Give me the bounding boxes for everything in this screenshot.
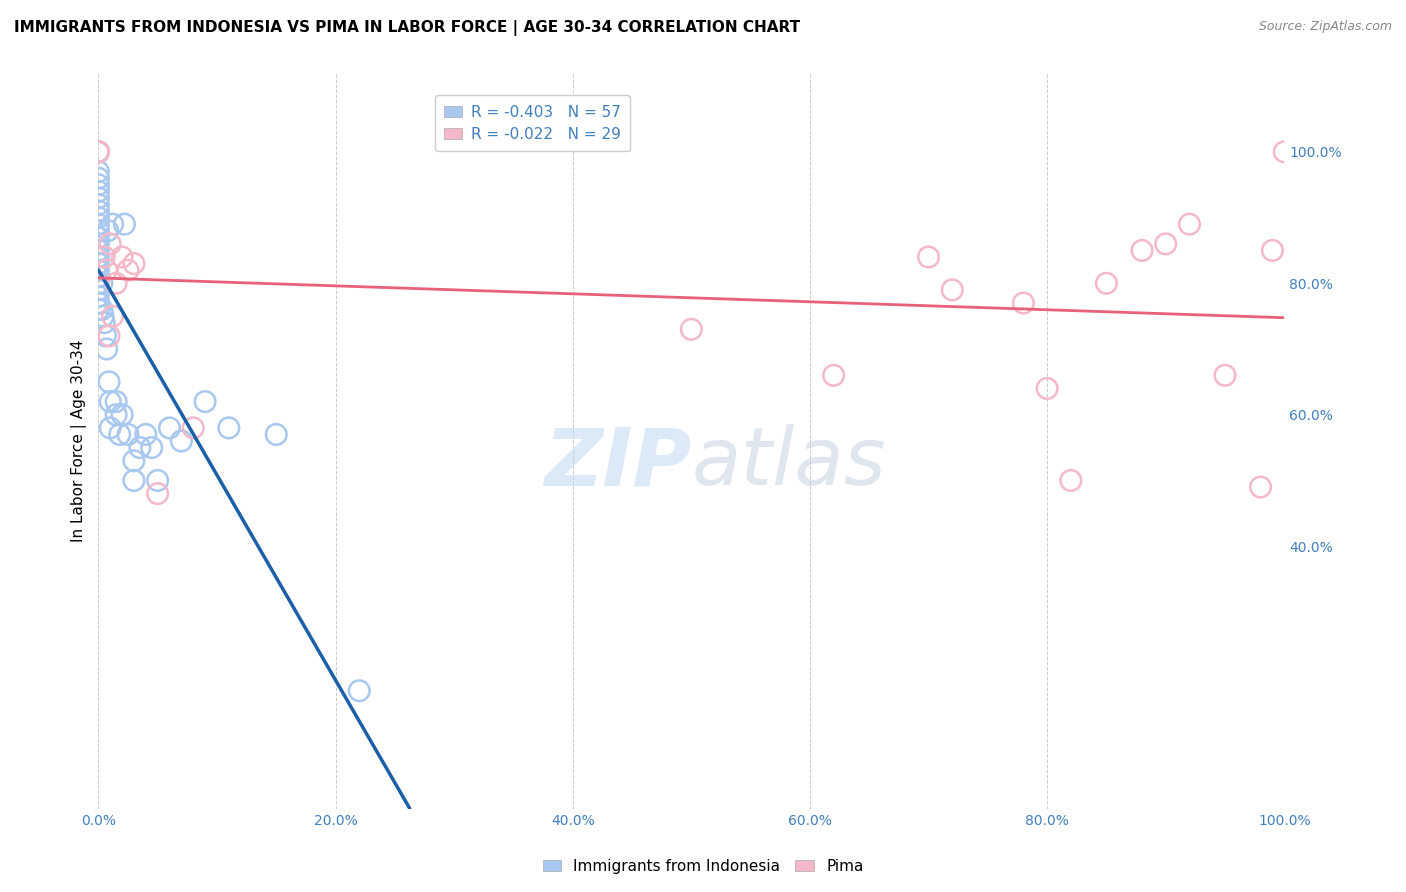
Legend: R = -0.403   N = 57, R = -0.022   N = 29: R = -0.403 N = 57, R = -0.022 N = 29 (434, 95, 630, 152)
Point (87, 145, 110, 159)
Point (87, 283, 110, 297)
Point (87, 145, 110, 159)
Point (823, 368, 845, 383)
Point (917, 250, 939, 264)
Point (135, 427, 157, 442)
Point (87, 178, 110, 192)
Point (87, 191, 110, 205)
Point (87, 145, 110, 159)
Point (90, 277, 112, 291)
Point (96, 263, 118, 277)
Point (87, 171, 110, 186)
Point (1213, 368, 1236, 383)
Point (98, 375, 121, 389)
Point (1272, 145, 1295, 159)
Point (114, 217, 136, 231)
Point (108, 427, 131, 442)
Point (90, 302, 112, 317)
Point (101, 217, 124, 231)
Point (349, 683, 371, 698)
Point (117, 263, 139, 277)
Point (681, 322, 703, 336)
Point (1178, 217, 1201, 231)
Text: Source: ZipAtlas.com: Source: ZipAtlas.com (1258, 20, 1392, 33)
Point (87, 217, 110, 231)
Point (105, 408, 128, 422)
Point (87, 230, 110, 244)
Point (122, 256, 145, 270)
Text: ZIP: ZIP (544, 424, 692, 502)
Point (94, 329, 117, 343)
Point (87, 204, 110, 219)
Point (87, 302, 110, 317)
Point (128, 441, 150, 455)
Point (98, 236, 121, 251)
Point (93, 250, 115, 264)
Point (1095, 277, 1118, 291)
Text: IMMIGRANTS FROM INDONESIA VS PIMA IN LABOR FORCE | AGE 30-34 CORRELATION CHART: IMMIGRANTS FROM INDONESIA VS PIMA IN LAB… (14, 20, 800, 36)
Point (97, 224, 120, 238)
Point (87, 244, 110, 258)
Point (122, 474, 145, 488)
Point (87, 277, 110, 291)
Point (170, 434, 193, 448)
Point (1250, 480, 1272, 494)
Point (1130, 244, 1153, 258)
Point (1154, 236, 1177, 251)
Point (941, 283, 963, 297)
Point (98, 421, 121, 435)
Point (87, 145, 110, 159)
Point (1261, 244, 1284, 258)
Point (87, 289, 110, 303)
Point (101, 309, 124, 323)
Point (87, 236, 110, 251)
Point (105, 277, 128, 291)
Point (122, 454, 145, 468)
Point (87, 145, 110, 159)
Point (87, 250, 110, 264)
Point (87, 197, 110, 211)
Point (91, 309, 114, 323)
Y-axis label: In Labor Force | Age 30-34: In Labor Force | Age 30-34 (72, 340, 87, 542)
Point (98, 394, 121, 409)
Point (181, 421, 204, 435)
Point (87, 145, 110, 159)
Point (159, 421, 181, 435)
Point (264, 427, 287, 442)
Point (194, 394, 217, 409)
Point (146, 474, 169, 488)
Point (1036, 381, 1059, 395)
Point (87, 211, 110, 225)
Point (117, 427, 139, 442)
Point (1060, 474, 1083, 488)
Point (87, 224, 110, 238)
Point (87, 296, 110, 310)
Point (218, 421, 240, 435)
Point (87, 184, 110, 198)
Point (87, 256, 110, 270)
Point (1012, 296, 1035, 310)
Point (111, 250, 134, 264)
Point (87, 269, 110, 284)
Point (105, 394, 128, 409)
Point (98, 329, 121, 343)
Text: atlas: atlas (692, 424, 886, 502)
Point (87, 145, 110, 159)
Point (87, 145, 110, 159)
Point (111, 408, 134, 422)
Point (87, 164, 110, 178)
Point (146, 486, 169, 500)
Point (93, 316, 115, 330)
Point (87, 145, 110, 159)
Point (141, 441, 163, 455)
Point (96, 342, 118, 356)
Legend: Immigrants from Indonesia, Pima: Immigrants from Indonesia, Pima (537, 853, 869, 880)
Point (87, 263, 110, 277)
